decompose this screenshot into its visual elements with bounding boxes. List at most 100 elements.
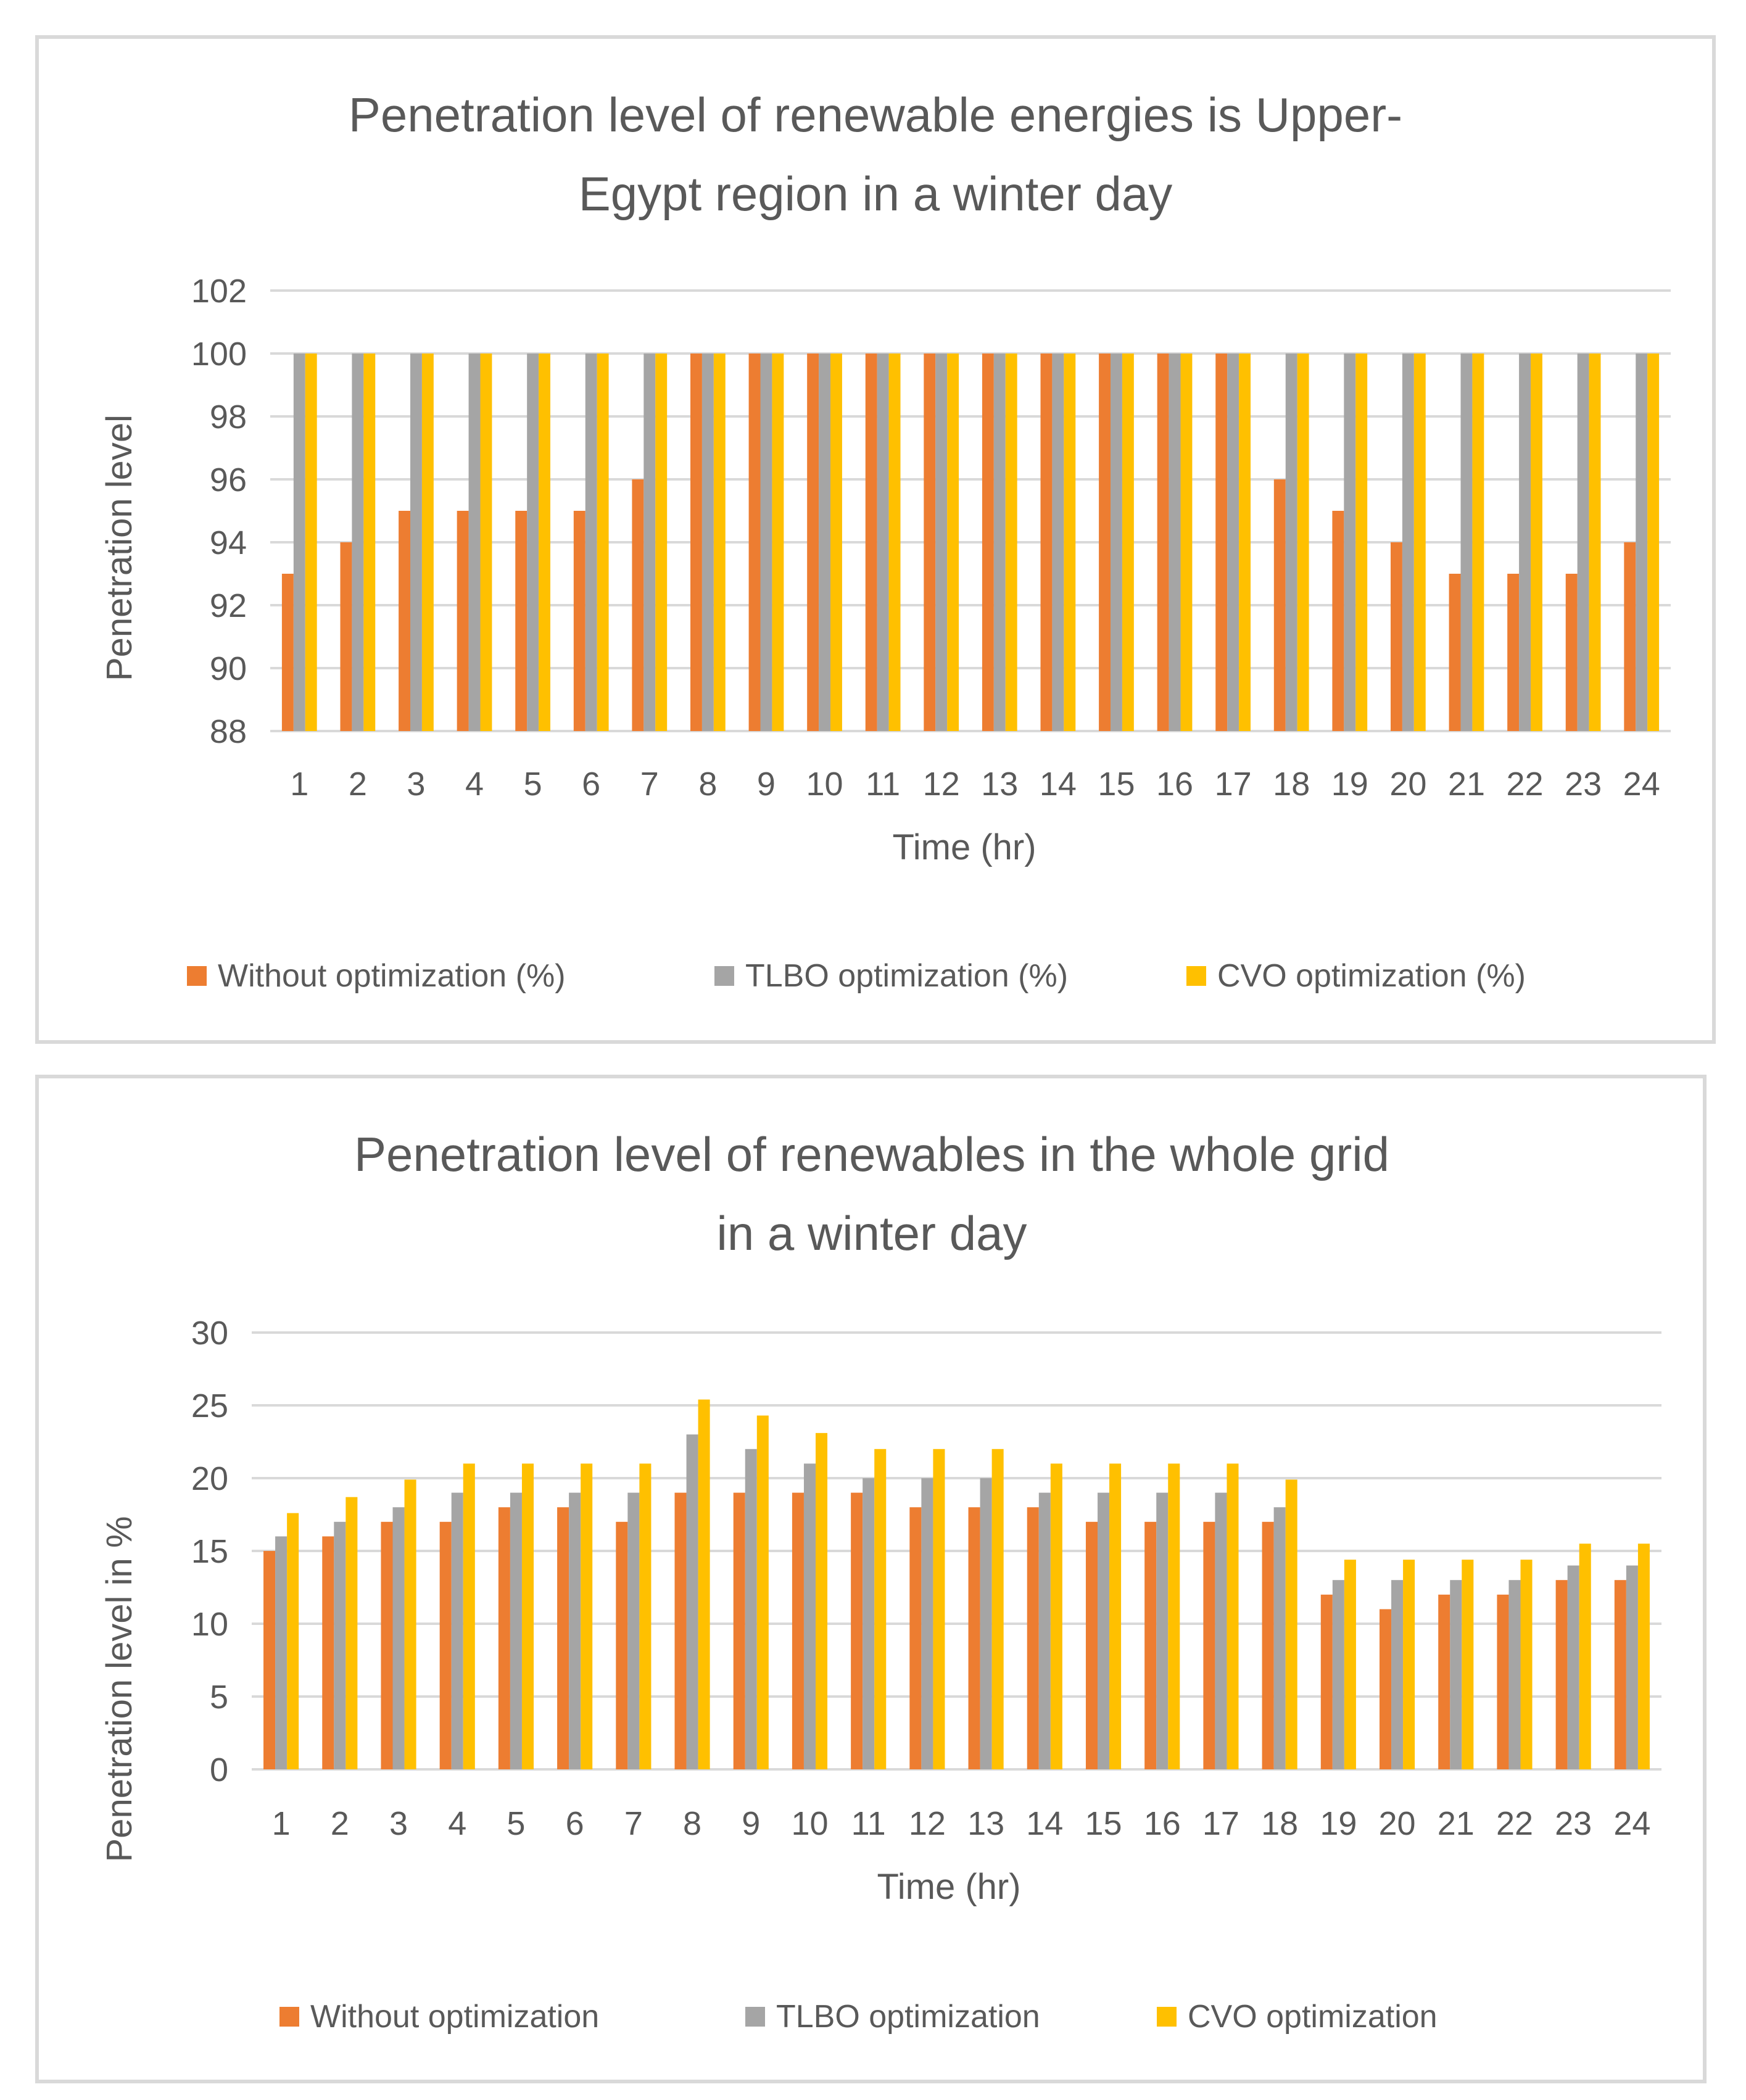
bar-without-hour-19 [1332, 511, 1344, 731]
bar-tlbo-hour-2 [334, 1521, 346, 1769]
bar-cvo-hour-22 [1531, 353, 1542, 731]
bar-group-hour-21 [1449, 353, 1484, 731]
y-tick-label: 20 [191, 1460, 228, 1497]
bar-without-hour-5 [498, 1507, 510, 1769]
y-tick-label: 15 [191, 1533, 228, 1570]
bar-without-hour-21 [1438, 1594, 1450, 1769]
bar-cvo-hour-24 [1647, 353, 1660, 731]
y-tick-label: 5 [210, 1679, 228, 1716]
bar-cvo-hour-10 [830, 353, 842, 731]
x-tick-label: 22 [1496, 1805, 1533, 1842]
bar-without-hour-13 [968, 1507, 980, 1769]
bar-without-hour-1 [263, 1551, 276, 1769]
chart-whole-grid: Penetration level of renewables in the w… [99, 1127, 1661, 2035]
bar-tlbo-hour-15 [1098, 1492, 1110, 1769]
bar-group-hour-3 [381, 1479, 416, 1769]
y-tick-label: 0 [210, 1751, 228, 1788]
bar-group-hour-2 [322, 1497, 358, 1769]
bar-cvo-hour-21 [1462, 1560, 1474, 1769]
bar-group-hour-24 [1624, 353, 1660, 731]
bar-group-hour-8 [690, 353, 726, 731]
bar-cvo-hour-23 [1579, 1544, 1591, 1769]
legend-swatch-tlbo [714, 966, 734, 986]
bar-tlbo-hour-11 [863, 1478, 875, 1769]
chart-title-line1: Penetration level of renewable energies … [349, 88, 1402, 142]
x-tick-label: 13 [967, 1805, 1004, 1842]
x-tick-label: 8 [683, 1805, 701, 1842]
bar-tlbo-hour-18 [1273, 1507, 1286, 1769]
x-axis-label: Time (hr) [892, 827, 1036, 867]
bar-tlbo-hour-4 [451, 1492, 463, 1769]
bar-tlbo-hour-3 [410, 353, 422, 731]
bar-tlbo-hour-22 [1508, 1580, 1521, 1769]
bar-group-hour-16 [1144, 1463, 1180, 1769]
bar-group-hour-18 [1273, 353, 1309, 731]
bar-tlbo-hour-19 [1332, 1580, 1344, 1769]
bar-group-hour-13 [982, 353, 1017, 731]
bar-tlbo-hour-7 [627, 1492, 640, 1769]
bar-cvo-hour-3 [421, 353, 434, 731]
x-tick-label: 16 [1156, 766, 1193, 803]
bar-without-hour-21 [1449, 574, 1461, 731]
x-tick-labels: 1 2 3 4 5 6 7 8 9 10 11 12 13 14 15 16 17 18 19 20 21 22 23 24 [290, 766, 1660, 803]
bar-cvo-hour-13 [991, 1449, 1004, 1769]
bar-without-hour-23 [1565, 574, 1578, 731]
x-tick-label: 17 [1202, 1805, 1239, 1842]
bar-cvo-hour-5 [539, 353, 550, 731]
y-tick-label: 92 [210, 587, 247, 624]
bar-tlbo-hour-6 [585, 353, 597, 731]
bar-cvo-hour-11 [874, 1449, 887, 1769]
y-tick-label: 94 [210, 524, 247, 561]
bar-cvo-hour-5 [521, 1463, 534, 1769]
legend-label-tlbo: TLBO optimization [776, 1999, 1040, 2035]
bar-group-hour-11 [865, 353, 901, 731]
bar-tlbo-hour-5 [527, 353, 539, 731]
bar-groups [281, 353, 1660, 731]
bar-group-hour-17 [1215, 353, 1251, 731]
bar-group-hour-4 [439, 1463, 475, 1769]
bar-cvo-hour-19 [1344, 1560, 1356, 1769]
bar-tlbo-hour-5 [510, 1492, 522, 1769]
bar-group-hour-14 [1040, 353, 1076, 731]
bar-group-hour-6 [573, 353, 609, 731]
bar-cvo-hour-7 [655, 353, 668, 731]
x-tick-label: 19 [1320, 1805, 1357, 1842]
bar-cvo-hour-15 [1109, 1463, 1122, 1769]
bar-tlbo-hour-22 [1519, 353, 1531, 731]
bar-group-hour-7 [616, 1463, 652, 1769]
x-tick-label: 14 [1026, 1805, 1063, 1842]
bar-tlbo-hour-13 [993, 353, 1006, 731]
x-tick-label: 4 [448, 1805, 466, 1842]
bar-without-hour-5 [515, 511, 528, 731]
y-tick-labels: 88 90 92 94 96 98 100 102 [191, 273, 247, 750]
bar-cvo-hour-3 [404, 1479, 416, 1769]
bar-tlbo-hour-24 [1626, 1565, 1638, 1769]
bar-group-hour-12 [924, 353, 959, 731]
bar-without-hour-12 [909, 1507, 922, 1769]
bar-cvo-hour-22 [1520, 1560, 1533, 1769]
y-tick-label: 98 [210, 399, 247, 436]
x-tick-label: 23 [1555, 1805, 1592, 1842]
bar-tlbo-hour-8 [701, 353, 714, 731]
bar-tlbo-hour-19 [1344, 353, 1356, 731]
bar-cvo-hour-24 [1637, 1544, 1650, 1769]
legend-label-cvo: CVO optimization (%) [1217, 958, 1526, 994]
bar-tlbo-hour-4 [468, 353, 481, 731]
bar-cvo-hour-4 [463, 1463, 475, 1769]
legend-label-tlbo: TLBO optimization (%) [745, 958, 1068, 994]
bar-group-hour-23 [1565, 353, 1601, 731]
bar-without-hour-15 [1099, 353, 1111, 731]
bar-cvo-hour-9 [772, 353, 784, 731]
bar-without-hour-10 [792, 1492, 804, 1769]
bar-tlbo-hour-21 [1450, 1580, 1462, 1769]
bar-group-hour-10 [807, 353, 842, 731]
legend-swatch-without [279, 2007, 299, 2027]
x-tick-label: 7 [624, 1805, 643, 1842]
bar-tlbo-hour-20 [1391, 1580, 1404, 1769]
x-tick-label: 11 [851, 1805, 886, 1842]
bar-group-hour-11 [851, 1449, 887, 1769]
bar-tlbo-hour-12 [921, 1478, 933, 1769]
chart-title-line2: in a winter day [717, 1206, 1027, 1260]
bar-without-hour-20 [1380, 1609, 1392, 1769]
bar-without-hour-20 [1391, 542, 1402, 731]
